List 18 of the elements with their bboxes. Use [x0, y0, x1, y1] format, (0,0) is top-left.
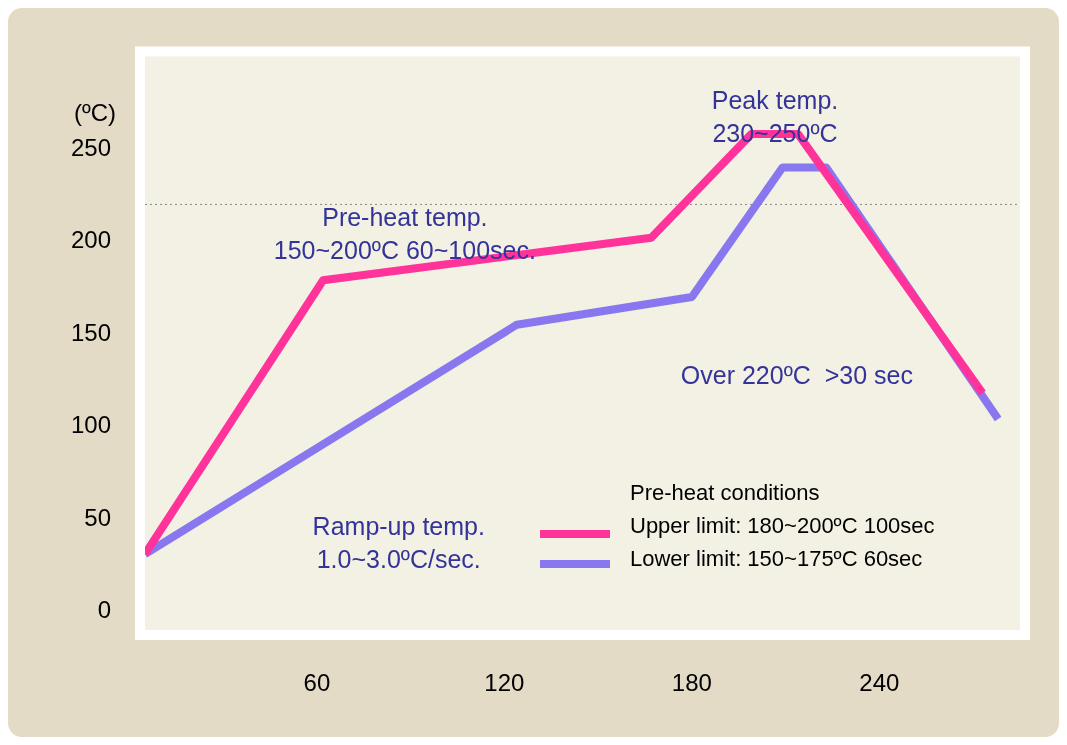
x-tick-label: 120 — [484, 669, 525, 697]
y-tick-label: 250 — [70, 133, 111, 161]
y-tick-label: 0 — [97, 596, 111, 624]
x-tick-label: 180 — [671, 669, 712, 697]
y-tick-label: 200 — [70, 226, 111, 254]
y-tick-label: 150 — [70, 318, 111, 346]
y-tick-label: 50 — [84, 503, 111, 531]
annotation: Ramp-up temp. 1.0~3.0ºC/sec. — [312, 511, 485, 573]
legend-label: Upper limit: 180~200ºC 100sec — [630, 513, 935, 539]
annotation: Pre-heat temp. 150~200ºC 60~100sec. — [273, 203, 536, 265]
annotation: Over 220ºC >30 sec — [680, 360, 913, 389]
annotation: Peak temp. 230~250ºC — [711, 85, 839, 147]
x-tick-label: 240 — [859, 669, 900, 697]
y-tick-label: 100 — [70, 411, 111, 439]
x-tick-label: 60 — [303, 669, 331, 697]
legend-title: Pre-heat conditions — [630, 480, 820, 506]
legend-label: Lower limit: 150~175ºC 60sec — [630, 546, 923, 572]
y-axis-title: (ºC) — [73, 99, 117, 127]
